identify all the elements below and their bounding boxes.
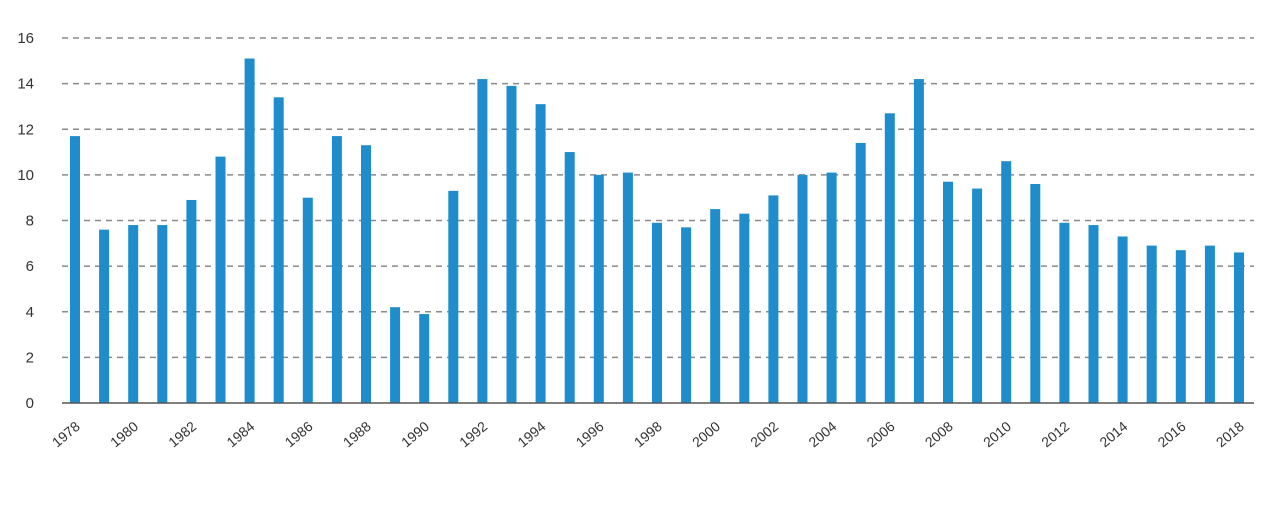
bar-2012 [1059,222,1070,403]
bar-2003 [797,174,808,403]
bar-1998 [652,222,662,403]
bar-1996 [593,174,604,403]
y-tick-label: 12 [17,121,34,138]
x-tick-label: 1982 [165,418,199,450]
y-tick-label: 4 [26,304,34,321]
bar-1988 [361,145,371,403]
x-tick-label: 2000 [689,418,723,450]
bar-2010 [1001,161,1012,403]
bar-2005 [855,142,866,403]
bar-1991 [448,190,459,403]
bar-2008 [943,181,953,403]
bar-1979 [99,229,110,403]
x-tick-label: 1990 [398,418,432,450]
bar-2016 [1175,250,1186,403]
y-tick-label: 6 [26,258,34,275]
x-tick-label: 2012 [1038,418,1072,450]
bar-1997 [622,172,633,403]
x-tick-label: 2004 [805,418,839,450]
bar-2001 [739,213,750,403]
y-tick-label: 0 [26,395,34,412]
y-tick-label: 14 [17,76,34,93]
bar-2015 [1146,245,1157,403]
bar-2011 [1030,184,1041,403]
bar-2014 [1117,236,1128,403]
x-tick-label: 2006 [864,418,898,450]
bar-2002 [768,195,779,403]
y-tick-label: 8 [26,213,34,230]
bar-2004 [826,172,837,403]
x-tick-label: 1992 [456,418,490,450]
x-tick-label: 2010 [980,418,1014,450]
x-tick-label: 2016 [1155,418,1189,450]
x-tick-label: 2002 [747,418,781,450]
x-tick-label: 1986 [282,418,316,450]
x-tick-label: 2014 [1096,418,1130,450]
bar-2017 [1204,245,1215,403]
x-tick-label: 2018 [1213,418,1247,450]
x-tick-label: 1984 [223,418,257,450]
x-tick-label: 1998 [631,418,665,450]
x-tick-label: 1988 [340,418,374,450]
bar-1983 [215,156,226,403]
bar-1994 [535,104,546,403]
y-axis-ticks: 0 2 4 6 8 10 12 14 16 [17,30,34,412]
bar-1990 [419,314,430,403]
bar-1982 [186,199,197,403]
y-tick-label: 16 [17,30,34,47]
x-tick-label: 1996 [573,418,607,450]
bar-1989 [390,307,401,403]
bar-2013 [1088,225,1099,403]
bar-1992 [477,79,488,403]
bars [70,58,1244,403]
bar-2018 [1234,252,1244,403]
bar-1987 [331,136,342,403]
x-tick-label: 1980 [107,418,141,450]
bar-1985 [273,97,284,403]
y-tick-label: 2 [26,349,34,366]
y-tick-label: 10 [17,167,34,184]
bar-1981 [157,225,168,403]
bar-2000 [710,209,721,403]
bar-1978 [70,136,80,403]
bar-1980 [128,225,139,403]
bar-2007 [913,79,924,403]
x-tick-label: 2008 [922,418,956,450]
bar-1984 [244,58,255,403]
bar-2006 [884,113,895,403]
bar-1993 [506,85,517,403]
x-tick-label: 1994 [514,418,548,450]
x-tick-label: 1978 [49,418,83,450]
bar-1986 [302,197,313,403]
bar-1995 [564,152,575,403]
bar-2009 [972,188,983,403]
bar-1999 [681,227,692,403]
x-axis-ticks: 1978 1980 1982 1984 1986 1988 1990 1992 1994 1996… [49,418,1247,450]
